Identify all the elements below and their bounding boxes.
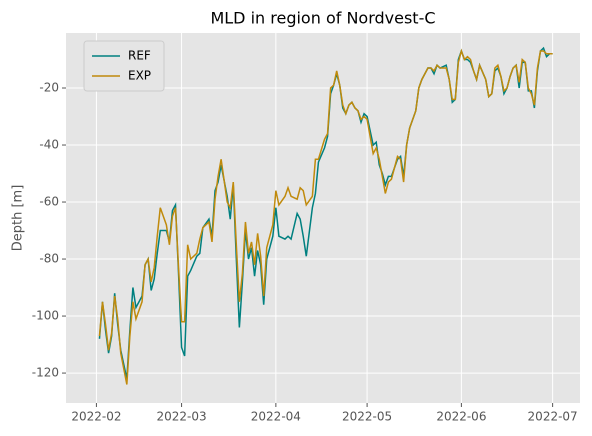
y-tick-label: -60 bbox=[39, 195, 59, 209]
y-axis-label: Depth [m] bbox=[11, 185, 26, 252]
x-tick-label: 2022-04 bbox=[251, 410, 301, 424]
x-tick-label: 2022-03 bbox=[157, 410, 207, 424]
legend-label: EXP bbox=[128, 69, 151, 83]
chart-title: MLD in region of Nordvest-C bbox=[210, 9, 435, 28]
x-tick-label: 2022-02 bbox=[71, 410, 121, 424]
y-tick-label: -120 bbox=[32, 366, 59, 380]
plot-area bbox=[66, 33, 580, 403]
y-tick-label: -20 bbox=[39, 81, 59, 95]
legend-label: REF bbox=[128, 49, 151, 63]
line-series bbox=[98, 48, 553, 385]
x-tick-label: 2022-06 bbox=[436, 410, 486, 424]
y-tick-label: -40 bbox=[39, 138, 59, 152]
y-tick-label: -80 bbox=[39, 252, 59, 266]
x-tick-label: 2022-05 bbox=[342, 410, 392, 424]
y-tick-label: -100 bbox=[32, 309, 59, 323]
legend-box bbox=[83, 40, 165, 92]
x-tick-label: 2022-07 bbox=[528, 410, 578, 424]
